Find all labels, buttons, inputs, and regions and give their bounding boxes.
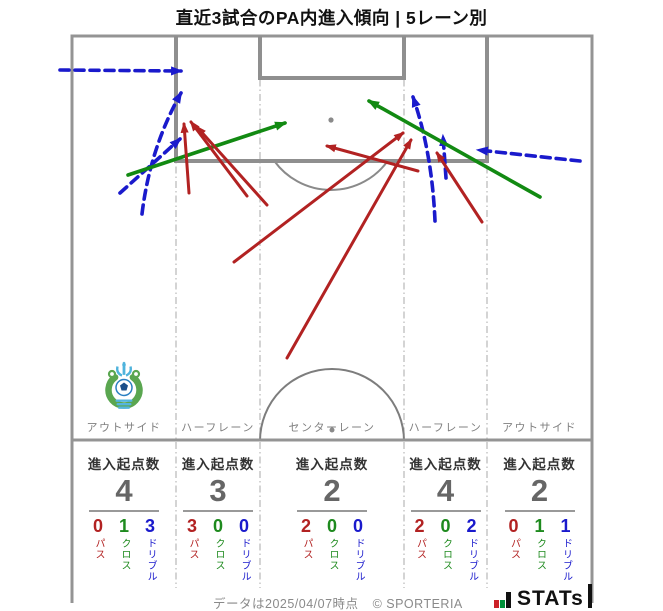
chart-title: 直近3試合のPA内進入傾向 | 5レーン別 — [175, 8, 488, 28]
dribble-label: ドリブル — [466, 538, 478, 583]
arrow-pass — [285, 138, 413, 360]
dribble-count: 2 — [466, 515, 477, 536]
pass-label: パス — [508, 538, 520, 561]
cross-count: 0 — [440, 515, 451, 536]
cross-label: クロス — [327, 538, 338, 572]
team-logo — [105, 361, 143, 409]
pass-count: 2 — [300, 515, 311, 536]
stats-logo-text: STATs — [517, 586, 584, 610]
pass-label: パス — [301, 538, 312, 561]
arrow-pass — [232, 131, 405, 264]
lane-label-half-left: ハーフレーン — [181, 422, 255, 434]
pass-count: 3 — [186, 515, 197, 536]
lane-label-outside-right: アウトサイド — [502, 422, 577, 434]
origins-header: 進入起点数 — [503, 457, 576, 472]
pass-label: パス — [414, 538, 426, 561]
origins-header: 進入起点数 — [409, 457, 482, 472]
dribble-count: 0 — [238, 515, 249, 536]
stats-panel-outside-right: 進入起点数 2 0 パス 1 クロス 1 ドリブル — [488, 448, 591, 588]
arrow-dribble — [411, 94, 437, 223]
arrow-dribble — [58, 66, 184, 76]
arrow-dribble — [140, 91, 183, 216]
origins-count: 4 — [115, 473, 133, 508]
divider-line — [410, 509, 481, 512]
logo-bar-red-icon — [494, 600, 499, 608]
origins-count: 2 — [530, 473, 549, 508]
logo-end-bar-icon — [587, 584, 592, 608]
dribble-count: 3 — [144, 515, 155, 536]
center-circle — [259, 368, 405, 442]
pass-count: 0 — [508, 515, 519, 536]
cross-label: クロス — [440, 538, 452, 572]
pass-count: 2 — [414, 515, 425, 536]
cross-label: クロス — [119, 538, 130, 572]
pass-label: パス — [187, 538, 198, 561]
divider-line — [89, 509, 159, 512]
logo-bar-green-icon — [500, 600, 505, 608]
stats-panel-half-left: 進入起点数 3 3 パス 0 クロス 0 ドリブル — [177, 448, 259, 588]
dribble-label: ドリブル — [353, 538, 364, 583]
cross-label: クロス — [213, 538, 224, 572]
dribble-label: ドリブル — [560, 538, 572, 583]
arrow-pass — [435, 151, 484, 224]
arrow-cross — [126, 121, 288, 177]
arrow-pass — [325, 144, 420, 173]
divider-line — [504, 509, 575, 512]
footer-note: データは2025/04/07時点 © SPORTERIA — [213, 593, 463, 611]
origins-count: 4 — [436, 473, 455, 508]
arrow-dribble — [475, 146, 582, 163]
pitch-border — [70, 34, 594, 603]
dribble-count: 0 — [352, 515, 363, 536]
pass-count: 0 — [92, 515, 103, 536]
dribble-label: ドリブル — [239, 538, 250, 583]
divider-line — [183, 509, 253, 512]
cross-count: 1 — [118, 515, 129, 536]
goal-area — [258, 36, 406, 80]
origins-header: 進入起点数 — [181, 457, 255, 472]
origins-count: 2 — [323, 473, 341, 508]
divider-line — [297, 509, 367, 512]
kickoff-spot — [329, 427, 335, 433]
penalty-spot — [328, 117, 334, 123]
copyright: © SPORTERIA — [372, 597, 463, 611]
arrow-cross — [366, 99, 542, 199]
arrow-pass — [195, 125, 269, 207]
cross-label: クロス — [534, 538, 546, 572]
cross-count: 0 — [212, 515, 223, 536]
pass-label: パス — [93, 538, 104, 561]
entry-arrows — [58, 66, 582, 360]
dribble-count: 1 — [560, 515, 571, 536]
stats-panel-half-right: 進入起点数 4 2 パス 0 クロス 2 ドリブル — [405, 448, 486, 588]
stats-panel-outside-left: 進入起点数 4 0 パス 1 クロス 3 ドリブル — [73, 448, 175, 588]
arrow-pass — [180, 121, 191, 195]
logo-bar-black-icon — [506, 592, 511, 608]
lane-label-center: センターレーン — [288, 422, 376, 434]
origins-count: 3 — [209, 473, 227, 508]
lane-label-half-right: ハーフレーン — [408, 422, 483, 434]
lane-label-outside-left: アウトサイド — [86, 422, 162, 434]
stats-logo: STATs — [494, 584, 592, 610]
cross-count: 0 — [326, 515, 337, 536]
cross-count: 1 — [534, 515, 545, 536]
penalty-arc — [273, 160, 389, 191]
origins-header: 進入起点数 — [87, 457, 161, 472]
data-date-note: データは2025/04/07時点 — [213, 597, 359, 611]
stats-panel-center: 進入起点数 2 2 パス 0 クロス 0 ドリブル — [261, 448, 403, 588]
dribble-label: ドリブル — [145, 538, 156, 583]
origins-header: 進入起点数 — [295, 457, 369, 472]
